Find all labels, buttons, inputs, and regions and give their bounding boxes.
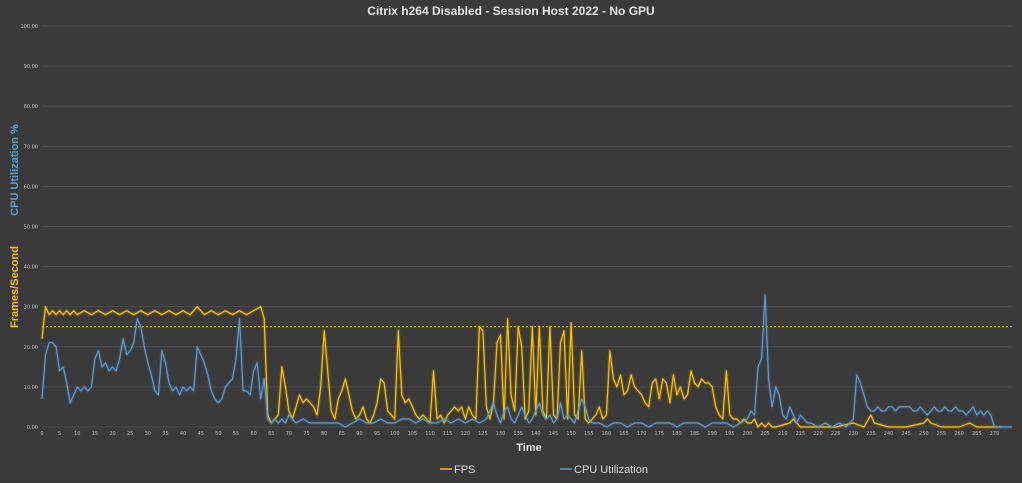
x-tick-label: 85 — [339, 431, 345, 437]
y-tick-label: 80.00 — [24, 104, 38, 110]
y-tick-label: 90.00 — [24, 64, 38, 70]
x-tick-label: 80 — [321, 431, 327, 437]
y-tick-label: 0.00 — [27, 425, 38, 431]
x-tick-label: 120 — [460, 431, 470, 437]
x-tick-label: 70 — [286, 431, 292, 437]
x-tick-label: 220 — [813, 431, 823, 437]
x-tick-label: 30 — [145, 431, 151, 437]
legend: FPS CPU Utilization — [440, 464, 648, 476]
x-tick-label: 145 — [549, 431, 559, 437]
x-tick-label: 140 — [531, 431, 541, 437]
x-tick-label: 135 — [513, 431, 523, 437]
x-tick-label: 35 — [162, 431, 168, 437]
x-tick-label: 210 — [778, 431, 788, 437]
legend-label: CPU Utilization — [574, 464, 648, 476]
x-tick-label: 245 — [901, 431, 911, 437]
x-tick-label: 235 — [866, 431, 876, 437]
x-tick-label: 75 — [303, 431, 309, 437]
legend-label: FPS — [454, 464, 475, 476]
grid — [42, 25, 1012, 428]
y-tick-label: 70.00 — [24, 144, 38, 150]
x-tick-label: 225 — [831, 431, 841, 437]
y-tick-label: 50.00 — [24, 225, 38, 231]
x-tick-label: 185 — [690, 431, 700, 437]
x-tick-label: 95 — [374, 431, 380, 437]
y-axis-label-fps: Frames/Second — [9, 246, 21, 328]
y-tick-label: 30.00 — [24, 305, 38, 311]
x-tick-label: 190 — [707, 431, 717, 437]
x-tick-label: 270 — [990, 431, 1000, 437]
x-tick-label: 260 — [954, 431, 964, 437]
series-fps-line — [41, 306, 1002, 428]
x-tick-label: 240 — [884, 431, 894, 437]
x-axis-ticks: 0 5 10 15 20 25 30 35 40 45 50 55 60 65 70 75 80 85 90 95 10… — [40, 431, 999, 437]
x-tick-label: 0 — [40, 431, 43, 437]
y-tick-label: 10.00 — [24, 385, 38, 391]
series-cpu-utilization-line — [41, 294, 1012, 428]
x-tick-label: 130 — [496, 431, 506, 437]
x-tick-label: 20 — [109, 431, 115, 437]
x-tick-label: 165 — [619, 431, 629, 437]
x-tick-label: 100 — [390, 431, 400, 437]
series-layer — [40, 292, 1012, 429]
x-tick-label: 205 — [760, 431, 770, 437]
y-tick-label: 60.00 — [24, 184, 38, 190]
x-tick-label: 105 — [408, 431, 418, 437]
x-tick-label: 155 — [584, 431, 594, 437]
x-tick-label: 150 — [566, 431, 576, 437]
x-tick-label: 5 — [58, 431, 61, 437]
x-tick-label: 175 — [654, 431, 664, 437]
x-tick-label: 230 — [848, 431, 858, 437]
x-tick-label: 255 — [937, 431, 947, 437]
x-tick-label: 65 — [268, 431, 274, 437]
x-tick-label: 10 — [74, 431, 80, 437]
x-tick-label: 55 — [233, 431, 239, 437]
x-tick-label: 115 — [443, 431, 453, 437]
x-tick-label: 265 — [972, 431, 982, 437]
x-tick-label: 215 — [796, 431, 806, 437]
x-tick-label: 160 — [602, 431, 612, 437]
y-tick-label: 100.00 — [21, 24, 39, 30]
x-tick-label: 180 — [672, 431, 682, 437]
y-axis-ticks: 0.00 10.00 20.00 30.00 40.00 50.00 60.00 70.00 8… — [21, 24, 39, 431]
x-tick-label: 195 — [725, 431, 735, 437]
x-tick-label: 170 — [637, 431, 647, 437]
x-tick-label: 250 — [919, 431, 929, 437]
x-tick-label: 40 — [180, 431, 186, 437]
x-tick-label: 90 — [356, 431, 362, 437]
y-axis-label-cpu: CPU Utilization % — [9, 124, 21, 216]
y-tick-label: 40.00 — [24, 265, 38, 271]
x-tick-label: 60 — [250, 431, 256, 437]
x-tick-label: 45 — [198, 431, 204, 437]
y-tick-label: 20.00 — [24, 345, 38, 351]
x-tick-label: 125 — [478, 431, 488, 437]
x-tick-label: 25 — [127, 431, 133, 437]
x-tick-label: 200 — [743, 431, 753, 437]
chart-title: Citrix h264 Disabled - Session Host 2022… — [367, 4, 654, 18]
x-tick-label: 15 — [92, 431, 98, 437]
x-tick-label: 110 — [425, 431, 435, 437]
x-tick-label: 50 — [215, 431, 221, 437]
x-axis-label: Time — [516, 442, 541, 454]
